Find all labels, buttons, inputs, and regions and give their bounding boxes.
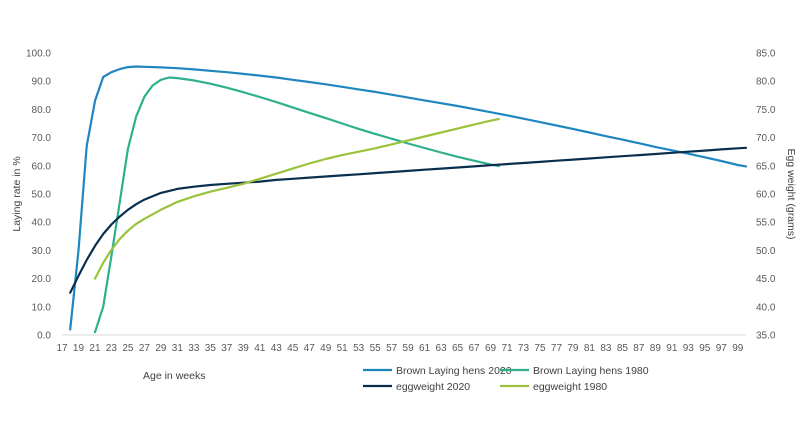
x-tick-label: 23 xyxy=(106,343,118,354)
x-tick-label: 43 xyxy=(271,343,283,354)
x-axis-title: Age in weeks xyxy=(143,370,205,382)
y-right-tick-label: 75.0 xyxy=(756,105,776,116)
y-left-tick-label: 60.0 xyxy=(32,161,52,172)
y-left-tick-label: 80.0 xyxy=(32,105,52,116)
x-tick-label: 55 xyxy=(370,343,382,354)
series-eggweight-1980 xyxy=(93,117,500,280)
x-tick-label: 97 xyxy=(716,343,728,354)
series-brown-laying-hens-2020 xyxy=(69,65,748,331)
x-tick-label: 83 xyxy=(600,343,612,354)
x-tick-label: 61 xyxy=(419,343,431,354)
x-tick-label: 81 xyxy=(584,343,596,354)
x-tick-label: 71 xyxy=(501,343,513,354)
x-tick-label: 79 xyxy=(567,343,579,354)
series-eggweight-2020 xyxy=(69,146,748,294)
y-right-tick-label: 40.0 xyxy=(756,302,776,313)
x-tick-label: 31 xyxy=(172,343,184,354)
legend-label-brown-2020: Brown Laying hens 2020 xyxy=(396,365,512,377)
x-tick-label: 45 xyxy=(287,343,299,354)
x-tick-label: 27 xyxy=(139,343,151,354)
x-tick-label: 53 xyxy=(353,343,365,354)
y-right-tick-label: 45.0 xyxy=(756,274,776,285)
x-tick-label: 69 xyxy=(485,343,497,354)
y-right-tick-labels: 35.0 40.0 45.0 50.0 55.0 60.0 65.0 70.0 75.0 80.0… xyxy=(756,49,776,342)
x-tick-label: 37 xyxy=(221,343,233,354)
x-tick-label: 73 xyxy=(518,343,530,354)
x-tick-label: 57 xyxy=(386,343,398,354)
legend-label-brown-1980: Brown Laying hens 1980 xyxy=(533,365,649,377)
y-left-tick-label: 100.0 xyxy=(26,49,51,60)
y-left-tick-label: 10.0 xyxy=(32,302,52,313)
y-right-tick-label: 70.0 xyxy=(756,133,776,144)
x-tick-label: 35 xyxy=(205,343,217,354)
y-left-tick-label: 0.0 xyxy=(37,331,51,342)
x-tick-label: 47 xyxy=(304,343,316,354)
y-left-tick-label: 50.0 xyxy=(32,190,52,201)
x-tick-label: 85 xyxy=(617,343,629,354)
x-tick-label: 67 xyxy=(468,343,480,354)
y-right-axis-title: Egg weight (grams) xyxy=(785,148,797,239)
x-tick-label: 59 xyxy=(403,343,415,354)
y-left-tick-labels: 0.0 10.0 20.0 30.0 40.0 50.0 60.0 70.0 80.0 90.0 1… xyxy=(26,49,51,342)
x-tick-label: 49 xyxy=(320,343,332,354)
x-tick-label: 87 xyxy=(633,343,645,354)
x-tick-label: 93 xyxy=(683,343,695,354)
x-tick-label: 63 xyxy=(436,343,448,354)
legend: Brown Laying hens 2020 Brown Laying hens… xyxy=(363,365,649,393)
y-left-tick-label: 90.0 xyxy=(32,77,52,88)
x-tick-label: 25 xyxy=(122,343,134,354)
y-right-tick-label: 35.0 xyxy=(756,331,776,342)
x-tick-label: 51 xyxy=(337,343,349,354)
y-right-tick-label: 65.0 xyxy=(756,161,776,172)
x-tick-label: 99 xyxy=(732,343,744,354)
x-tick-labels: 17 19 21 23 25 27 29 31 33 35 37 39 41 43 45 47 49 51 53 55… xyxy=(56,343,743,354)
y-left-tick-label: 40.0 xyxy=(32,218,52,229)
y-right-tick-label: 85.0 xyxy=(756,49,776,60)
x-tick-label: 65 xyxy=(452,343,464,354)
y-left-tick-label: 20.0 xyxy=(32,274,52,285)
x-tick-label: 21 xyxy=(89,343,101,354)
x-tick-label: 91 xyxy=(666,343,678,354)
y-right-tick-label: 55.0 xyxy=(756,218,776,229)
series-brown-laying-hens-1980 xyxy=(93,76,500,334)
legend-label-eggweight-1980: eggweight 1980 xyxy=(533,381,607,393)
y-right-tick-label: 50.0 xyxy=(756,246,776,257)
x-tick-label: 39 xyxy=(238,343,250,354)
series-layer xyxy=(69,65,748,334)
x-tick-label: 41 xyxy=(254,343,266,354)
x-tick-label: 89 xyxy=(650,343,662,354)
y-left-tick-label: 30.0 xyxy=(32,246,52,257)
x-tick-label: 33 xyxy=(188,343,200,354)
x-tick-label: 95 xyxy=(699,343,711,354)
x-tick-label: 77 xyxy=(551,343,563,354)
x-tick-label: 29 xyxy=(155,343,167,354)
x-tick-label: 75 xyxy=(534,343,546,354)
y-right-tick-label: 60.0 xyxy=(756,190,776,201)
y-left-axis-title: Laying rate in % xyxy=(11,156,23,231)
y-right-tick-label: 80.0 xyxy=(756,77,776,88)
y-left-tick-label: 70.0 xyxy=(32,133,52,144)
x-tick-label: 19 xyxy=(73,343,85,354)
x-tick-label: 17 xyxy=(56,343,68,354)
legend-label-eggweight-2020: eggweight 2020 xyxy=(396,381,470,393)
